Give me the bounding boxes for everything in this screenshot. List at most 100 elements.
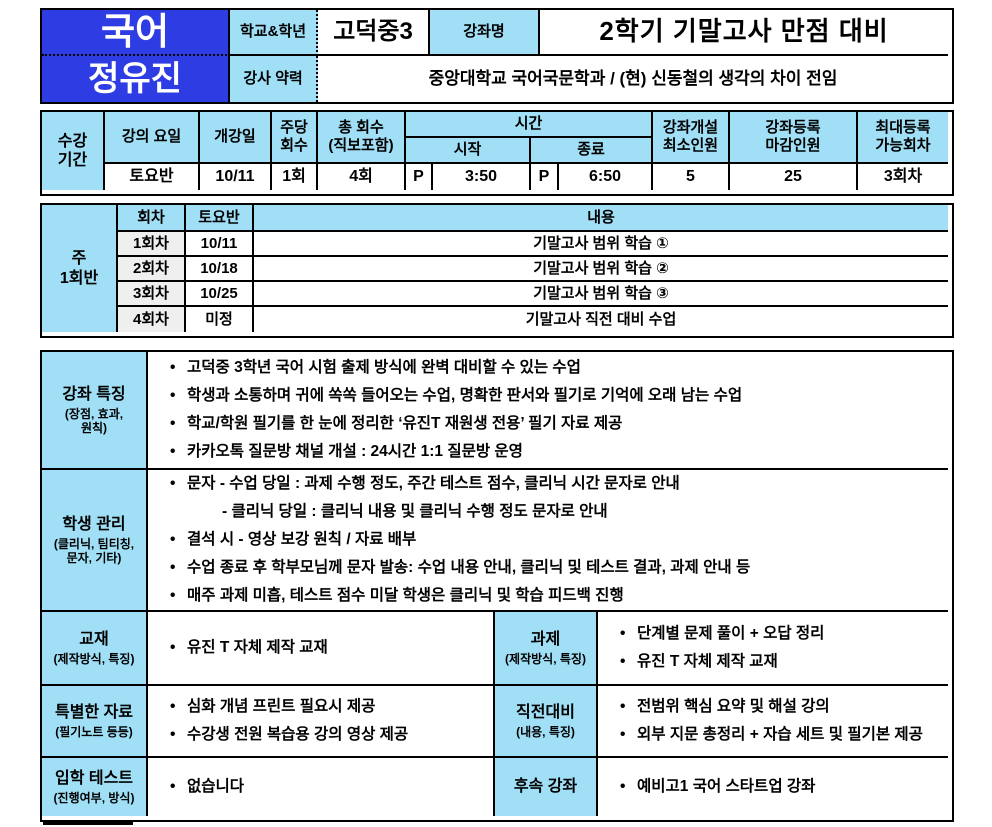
enrollment-row-header: 수강 기간 (42, 112, 105, 190)
header-table: 국어 학교&학년 고덕중3 강좌명 2학기 기말고사 만점 대비 정유진 강사 … (40, 8, 954, 104)
textbook-content: 유진 T 자체 제작 교재 (148, 612, 495, 686)
col-day-label: 강의 요일 (105, 112, 200, 164)
homework-label: 과제 (제작방식, 특징) (495, 612, 598, 686)
special-label: 특별한 자료 (필기노트 등등) (42, 686, 148, 758)
exam-prep-content: 전범위 핵심 요약 및 해설 강의 외부 지문 총정리 + 자습 세트 및 필기… (598, 686, 948, 758)
value-end-ampm: P (531, 164, 559, 190)
entrance-test-content: 없습니다 (148, 758, 495, 816)
followup-label: 후속 강좌 (495, 758, 598, 816)
features-subtitle: (장점, 효과, 원칙) (64, 406, 124, 436)
col-time-start-label: 시작 (406, 138, 531, 164)
schedule-row-session: 4회차 (118, 307, 186, 332)
exam-prep-bullet: 외부 지문 총정리 + 자습 세트 및 필기본 제공 (620, 721, 923, 749)
entrance-test-title: 입학 테스트 (54, 769, 134, 787)
exam-prep-label: 직전대비 (내용, 특징) (495, 686, 598, 758)
schedule-row-content: 기말고사 범위 학습 ① (254, 232, 948, 257)
feature-bullet: 고덕중 3학년 국어 시험 출제 방식에 완벽 대비할 수 있는 수업 (170, 354, 581, 382)
followup-title: 후속 강좌 (513, 778, 578, 796)
entrance-test-label: 입학 테스트 (진행여부, 방식) (42, 758, 148, 816)
textbook-label: 교재 (제작방식, 특징) (42, 612, 148, 686)
value-weekly: 1회 (272, 164, 318, 190)
schedule-row-date: 미정 (186, 307, 254, 332)
followup-content: 예비고1 국어 스타트업 강좌 (598, 758, 948, 816)
features-title: 강좌 특징 (62, 385, 126, 403)
feature-bullet: 카카오톡 질문방 채널 개설 : 24시간 1:1 질문방 운영 (170, 438, 523, 466)
special-subtitle: (필기노트 등등) (55, 724, 133, 739)
schedule-row-content: 기말고사 직전 대비 수업 (525, 310, 677, 328)
schedule-table: 주 1회반 회차 토요반 내용 1회차 10/11 기말고사 범위 학습 ① 2… (40, 203, 954, 338)
schedule-row-date: 10/18 (186, 257, 254, 282)
management-line: 문자 - 수업 당일 : 과제 수행 정도, 주간 테스트 점수, 클리닉 시간… (170, 470, 680, 498)
features-content: 고덕중 3학년 국어 시험 출제 방식에 완벽 대비할 수 있는 수업 학생과 … (148, 352, 948, 470)
school-grade-label: 학교&학년 (230, 10, 318, 56)
special-bullet: 수강생 전원 복습용 강의 영상 제공 (170, 721, 408, 749)
feature-bullet: 학교/학원 필기를 한 눈에 정리한 ‘유진T 재원생 전용’ 필기 자료 제공 (170, 410, 622, 438)
textbook-subtitle: (제작방식, 특징) (53, 651, 135, 666)
schedule-row-session: 3회차 (118, 282, 186, 307)
exam-prep-title: 직전대비 (516, 703, 575, 721)
details-table: 강좌 특징 (장점, 효과, 원칙) 고덕중 3학년 국어 시험 출제 방식에 … (40, 350, 954, 822)
cutoff-table-edge (43, 822, 133, 825)
homework-bullet: 단계별 문제 풀이 + 오답 정리 (620, 620, 824, 648)
school-grade-value: 고덕중3 (318, 10, 430, 56)
homework-subtitle: (제작방식, 특징) (505, 651, 586, 666)
management-line: 수업 종료 후 학부모님께 문자 발송: 수업 내용 안내, 클리닉 및 테스트… (170, 554, 750, 582)
entrance-test-subtitle: (진행여부, 방식) (53, 790, 135, 805)
textbook-bullet: 유진 T 자체 제작 교재 (170, 634, 328, 662)
col-weekly-label: 주당 회수 (272, 112, 318, 164)
special-bullet: 심화 개념 프린트 필요시 제공 (170, 693, 375, 721)
textbook-title: 교재 (79, 630, 109, 648)
management-title: 학생 관리 (62, 515, 126, 533)
value-start-time: 3:50 (433, 164, 531, 190)
value-start-date: 10/11 (200, 164, 272, 190)
management-label: 학생 관리 (클리닉, 팀티칭, 문자, 기타) (42, 470, 148, 612)
value-max: 25 (730, 164, 858, 190)
col-time-end-label: 종료 (531, 138, 653, 164)
value-start-ampm: P (406, 164, 433, 190)
management-subtitle: (클리닉, 팀티칭, 문자, 기타) (53, 536, 135, 566)
course-name-value: 2학기 기말고사 만점 대비 (540, 10, 948, 56)
followup-bullet: 예비고1 국어 스타트업 강좌 (620, 773, 815, 801)
homework-bullet: 유진 T 자체 제작 교재 (620, 648, 778, 676)
management-content: 문자 - 수업 당일 : 과제 수행 정도, 주간 테스트 점수, 클리닉 시간… (148, 470, 948, 612)
col-min-label: 강좌개설 최소인원 (653, 112, 730, 164)
management-line: 결석 시 - 영상 보강 원칙 / 자료 배부 (170, 526, 416, 554)
value-day: 토요반 (105, 164, 200, 190)
schedule-row-date: 10/25 (186, 282, 254, 307)
schedule-col-content: 내용 (254, 205, 948, 232)
schedule-row-content: 기말고사 범위 학습 ② (254, 257, 948, 282)
features-label: 강좌 특징 (장점, 효과, 원칙) (42, 352, 148, 470)
col-start-date-label: 개강일 (200, 112, 272, 164)
col-max-label: 강좌등록 마감인원 (730, 112, 858, 164)
instructor-bio-label: 강사 약력 (230, 56, 318, 102)
exam-prep-bullet: 전범위 핵심 요약 및 해설 강의 (620, 693, 830, 721)
schedule-row-header: 주 1회반 (42, 205, 118, 332)
exam-prep-subtitle: (내용, 특징) (516, 724, 575, 739)
teacher-cell: 정유진 (42, 56, 230, 102)
value-total: 4회 (318, 164, 406, 190)
special-title: 특별한 자료 (54, 703, 134, 721)
homework-content: 단계별 문제 풀이 + 오답 정리 유진 T 자체 제작 교재 (598, 612, 948, 686)
management-line: 매주 과제 미흡, 테스트 점수 미달 학생은 클리닉 및 학습 피드백 진행 (170, 582, 624, 610)
course-name-label: 강좌명 (430, 10, 540, 56)
homework-title: 과제 (530, 630, 561, 648)
feature-bullet: 학생과 소통하며 귀에 쏙쏙 들어오는 수업, 명확한 판서와 필기로 기억에 … (170, 382, 742, 410)
col-max-session-label: 최대등록 가능회차 (858, 112, 948, 164)
value-end-time: 6:50 (559, 164, 653, 190)
col-time-label: 시간 (406, 112, 653, 138)
schedule-row-session: 2회차 (118, 257, 186, 282)
col-total-label: 총 회수 (직보포함) (318, 112, 406, 164)
schedule-row-session: 1회차 (118, 232, 186, 257)
subject-cell: 국어 (42, 10, 230, 56)
schedule-col-session: 회차 (118, 205, 186, 232)
special-content: 심화 개념 프린트 필요시 제공 수강생 전원 복습용 강의 영상 제공 (148, 686, 495, 758)
schedule-col-day: 토요반 (186, 205, 254, 232)
value-min: 5 (653, 164, 730, 190)
entrance-test-bullet: 없습니다 (170, 773, 244, 801)
value-max-session: 3회차 (883, 168, 923, 186)
schedule-row-content: 기말고사 범위 학습 ③ (254, 282, 948, 307)
management-subline: - 클리닉 당일 : 클리닉 내용 및 클리닉 수행 정도 문자로 안내 (222, 503, 608, 521)
instructor-bio-value: 중앙대학교 국어국문학과 / (현) 신동철의 생각의 차이 전임 (428, 68, 838, 88)
schedule-row-date: 10/11 (186, 232, 254, 257)
enrollment-table: 수강 기간 강의 요일 개강일 주당 회수 총 회수 (직보포함) 시간 강좌개… (40, 110, 954, 196)
